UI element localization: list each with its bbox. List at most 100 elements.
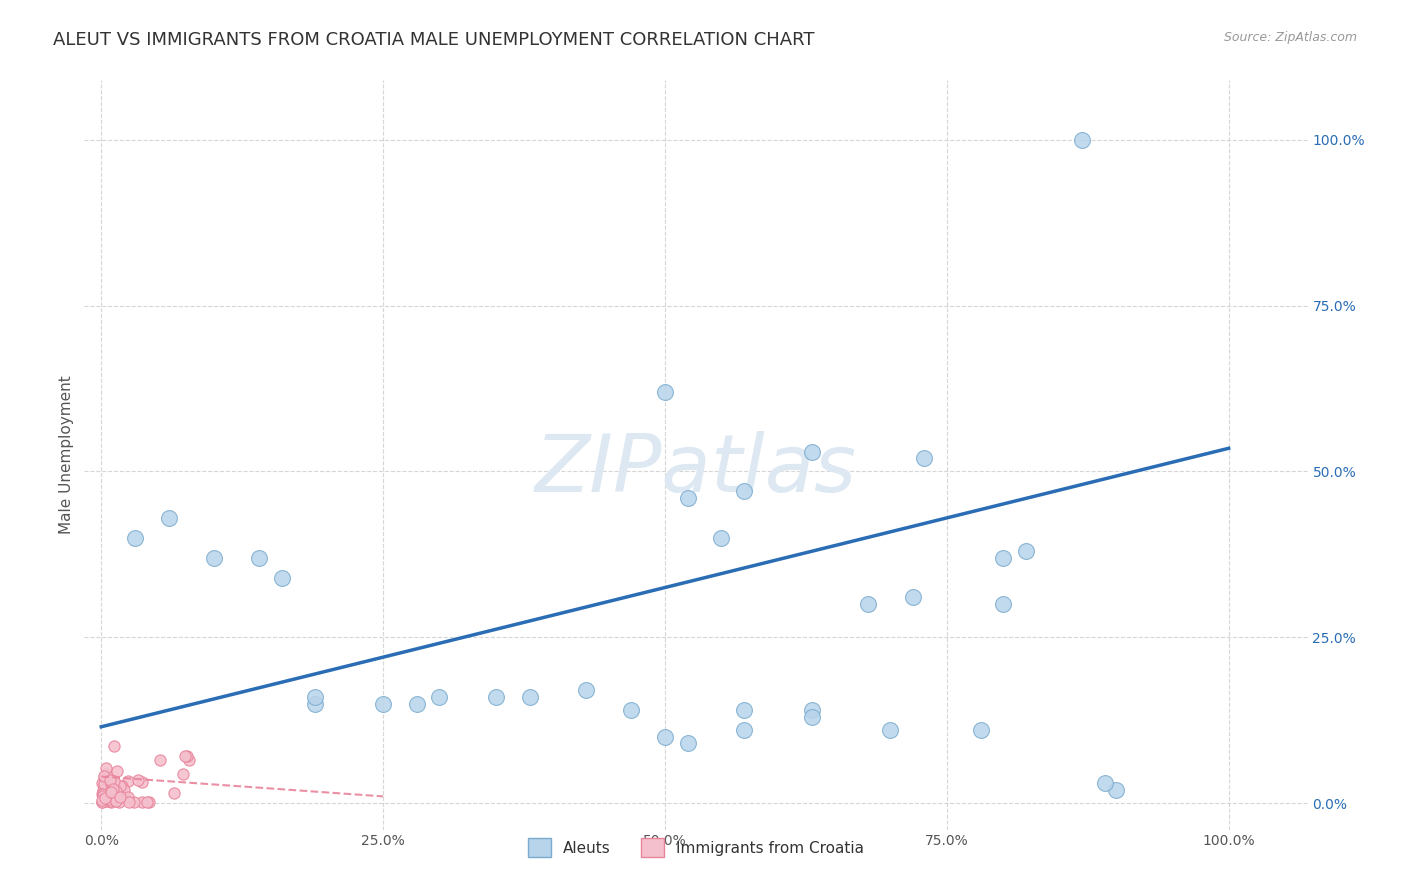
Point bbox=[969, 723, 991, 737]
Point bbox=[202, 550, 225, 565]
Point bbox=[103, 774, 125, 789]
Point bbox=[654, 384, 676, 399]
Legend: Aleuts, Immigrants from Croatia: Aleuts, Immigrants from Croatia bbox=[522, 832, 870, 863]
Point bbox=[172, 767, 194, 781]
Point bbox=[100, 785, 122, 799]
Point bbox=[91, 782, 114, 797]
Point bbox=[100, 777, 122, 791]
Point bbox=[429, 690, 451, 704]
Point bbox=[96, 761, 118, 775]
Point bbox=[157, 511, 180, 525]
Point bbox=[94, 791, 117, 805]
Point bbox=[406, 697, 429, 711]
Point bbox=[93, 770, 115, 784]
Point bbox=[103, 782, 125, 797]
Point bbox=[107, 779, 129, 793]
Point bbox=[127, 773, 149, 788]
Point bbox=[97, 791, 120, 805]
Point bbox=[93, 793, 115, 807]
Point bbox=[485, 690, 508, 704]
Point bbox=[1015, 544, 1038, 558]
Point bbox=[93, 789, 115, 803]
Point bbox=[91, 787, 114, 801]
Point bbox=[733, 723, 755, 737]
Point bbox=[100, 785, 122, 799]
Point bbox=[103, 780, 125, 794]
Point bbox=[149, 753, 172, 767]
Point bbox=[124, 531, 146, 545]
Point bbox=[118, 796, 141, 810]
Point bbox=[114, 790, 136, 805]
Point bbox=[856, 597, 879, 611]
Point bbox=[108, 779, 131, 793]
Point bbox=[94, 790, 117, 805]
Text: ALEUT VS IMMIGRANTS FROM CROATIA MALE UNEMPLOYMENT CORRELATION CHART: ALEUT VS IMMIGRANTS FROM CROATIA MALE UN… bbox=[53, 31, 815, 49]
Point bbox=[91, 796, 114, 810]
Point bbox=[1071, 133, 1094, 147]
Point bbox=[105, 784, 128, 798]
Point bbox=[100, 773, 122, 788]
Point bbox=[91, 776, 114, 790]
Point bbox=[112, 782, 135, 797]
Point bbox=[1094, 776, 1116, 790]
Point bbox=[676, 736, 699, 750]
Point bbox=[98, 794, 121, 808]
Point bbox=[993, 550, 1015, 565]
Point bbox=[138, 795, 160, 809]
Point bbox=[800, 444, 823, 458]
Point bbox=[97, 794, 120, 808]
Point bbox=[270, 571, 292, 585]
Point bbox=[131, 795, 153, 809]
Point bbox=[117, 773, 139, 788]
Point bbox=[93, 776, 115, 790]
Point bbox=[654, 730, 676, 744]
Point bbox=[93, 783, 115, 797]
Point bbox=[103, 779, 125, 793]
Point bbox=[575, 683, 598, 698]
Point bbox=[135, 796, 157, 810]
Point bbox=[98, 792, 121, 806]
Point bbox=[93, 769, 115, 783]
Point bbox=[710, 531, 733, 545]
Point bbox=[93, 777, 115, 791]
Point bbox=[104, 794, 127, 808]
Point bbox=[91, 787, 114, 801]
Point bbox=[620, 703, 643, 717]
Y-axis label: Male Unemployment: Male Unemployment bbox=[59, 376, 75, 534]
Point bbox=[108, 790, 131, 805]
Point bbox=[304, 690, 326, 704]
Point bbox=[103, 776, 125, 790]
Point bbox=[247, 550, 270, 565]
Point bbox=[100, 795, 122, 809]
Point bbox=[94, 767, 117, 781]
Point bbox=[96, 790, 118, 805]
Point bbox=[1105, 782, 1128, 797]
Point bbox=[96, 791, 118, 805]
Point bbox=[103, 786, 125, 800]
Point bbox=[122, 795, 145, 809]
Point bbox=[879, 723, 901, 737]
Point bbox=[993, 597, 1015, 611]
Point bbox=[96, 788, 118, 802]
Point bbox=[304, 697, 326, 711]
Point bbox=[111, 780, 134, 794]
Point bbox=[901, 591, 924, 605]
Point bbox=[93, 794, 115, 808]
Text: Source: ZipAtlas.com: Source: ZipAtlas.com bbox=[1223, 31, 1357, 45]
Point bbox=[800, 703, 823, 717]
Point bbox=[91, 792, 114, 806]
Point bbox=[103, 739, 125, 753]
Point bbox=[163, 786, 186, 800]
Point bbox=[101, 782, 124, 797]
Point bbox=[91, 796, 114, 810]
Point bbox=[108, 795, 131, 809]
Point bbox=[177, 753, 200, 767]
Point bbox=[733, 703, 755, 717]
Point bbox=[91, 789, 114, 803]
Point bbox=[100, 774, 122, 789]
Point bbox=[676, 491, 699, 505]
Point bbox=[176, 748, 198, 763]
Point bbox=[912, 451, 935, 466]
Point bbox=[131, 774, 153, 789]
Point bbox=[733, 484, 755, 499]
